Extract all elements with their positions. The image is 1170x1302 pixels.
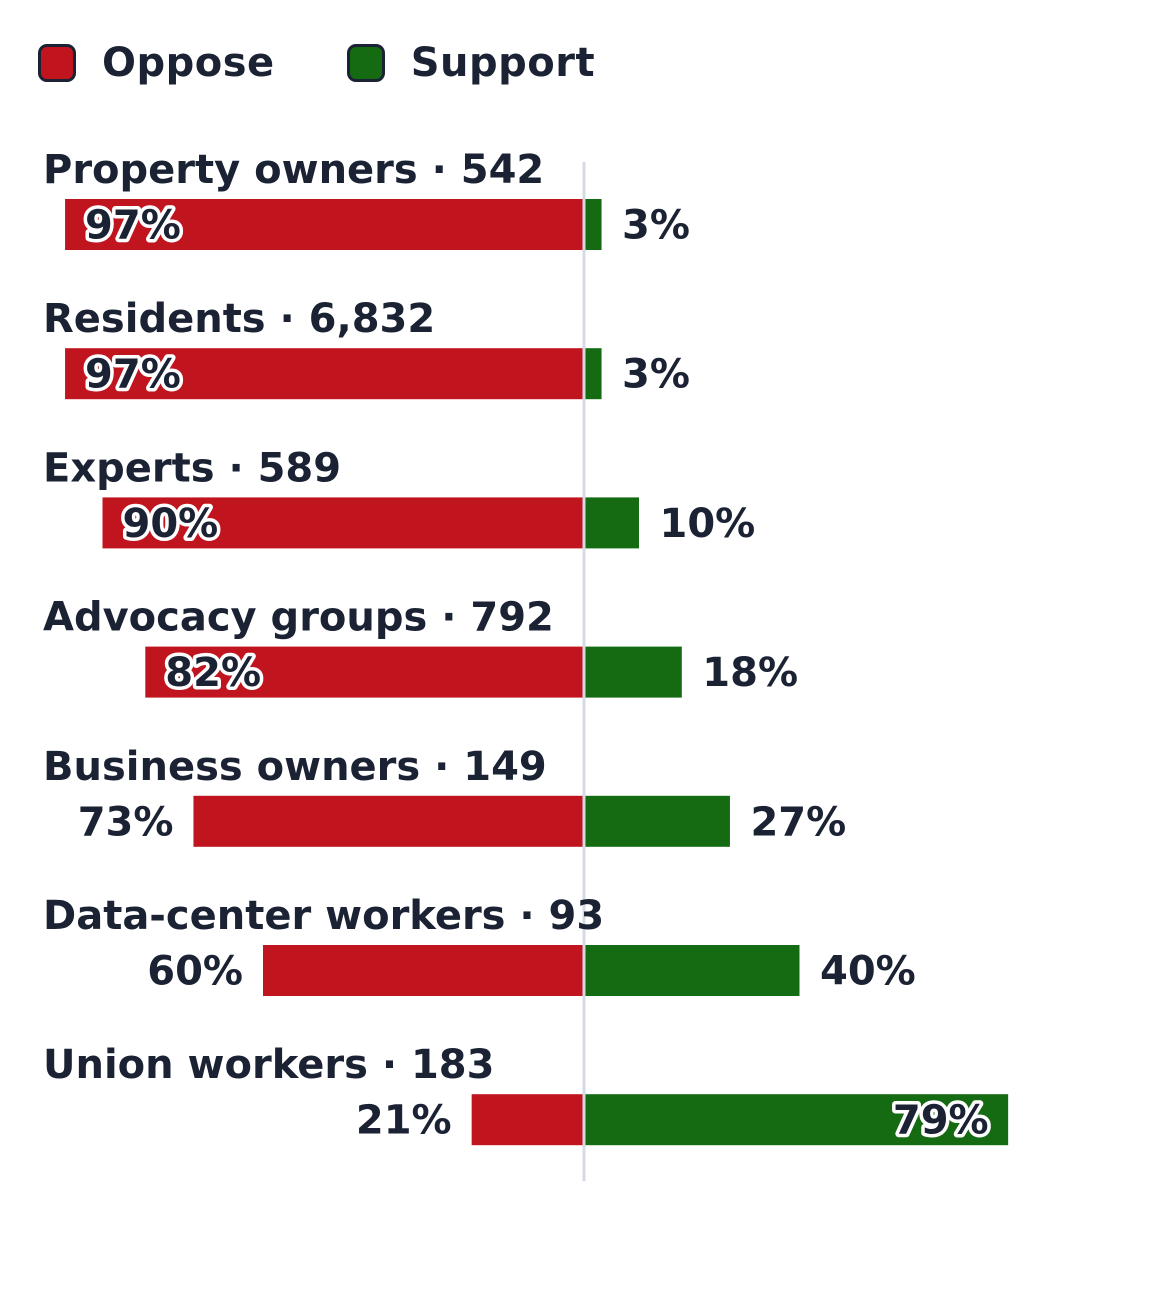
bar-oppose [193,795,583,847]
bar-support [585,199,602,250]
bar-support [585,646,682,698]
category-label: Business owners · 149 [43,744,547,790]
category-label: Property owners · 542 [43,147,544,193]
bar-support [585,348,602,400]
category-label: Advocacy groups · 792 [43,595,554,641]
legend-label-support: Support [410,40,596,86]
value-label-oppose: 90% [123,501,219,547]
row-4: Business owners · 149 73% 27% [43,744,846,847]
value-label-oppose: 97% [85,203,181,249]
bar-oppose [263,945,583,996]
value-label-support: 79% [893,1098,989,1144]
legend-label-oppose: Oppose [102,40,275,86]
bar-support [585,795,730,847]
value-label-support: 18% [702,650,798,696]
category-label: Union workers · 183 [43,1042,494,1088]
value-label-support: 40% [820,949,916,995]
value-label-oppose: 82% [165,650,261,696]
row-2: Experts · 589 90% 10% [43,445,756,550]
row-3: Advocacy groups · 792 82% 18% [43,595,798,700]
bar-oppose [145,646,583,698]
category-label: Residents · 6,832 [43,296,435,342]
value-label-support: 3% [622,352,690,398]
legend-swatch-support [346,44,385,82]
value-label-oppose: 73% [78,799,174,845]
row-6: Union workers · 183 21% 79% [43,1042,1009,1147]
value-label-support: 3% [622,203,690,249]
category-label: Experts · 589 [43,445,341,491]
value-label-support: 10% [660,501,756,547]
bar-support [585,1094,1009,1146]
bar-oppose [471,1094,583,1146]
value-label-support: 27% [750,799,846,845]
row-5: Data-center workers · 93 60% 40% [43,893,916,996]
legend-item-support: Support [346,40,596,86]
bar-oppose [65,348,583,400]
bar-oppose [102,497,583,549]
row-0: Property owners · 542 97% 3% [43,147,690,252]
row-1: Residents · 6,832 97% 3% [43,296,690,401]
category-label: Data-center workers · 93 [43,893,604,939]
value-label-oppose: 21% [356,1098,452,1144]
value-label-oppose: 97% [85,352,181,398]
legend-item-oppose: Oppose [38,40,275,86]
legend-swatch-oppose [38,44,76,82]
value-label-oppose: 60% [147,949,243,995]
bar-support [585,945,800,996]
bar-oppose [65,199,583,250]
bar-support [585,497,639,549]
legend: Oppose Support [38,40,667,86]
